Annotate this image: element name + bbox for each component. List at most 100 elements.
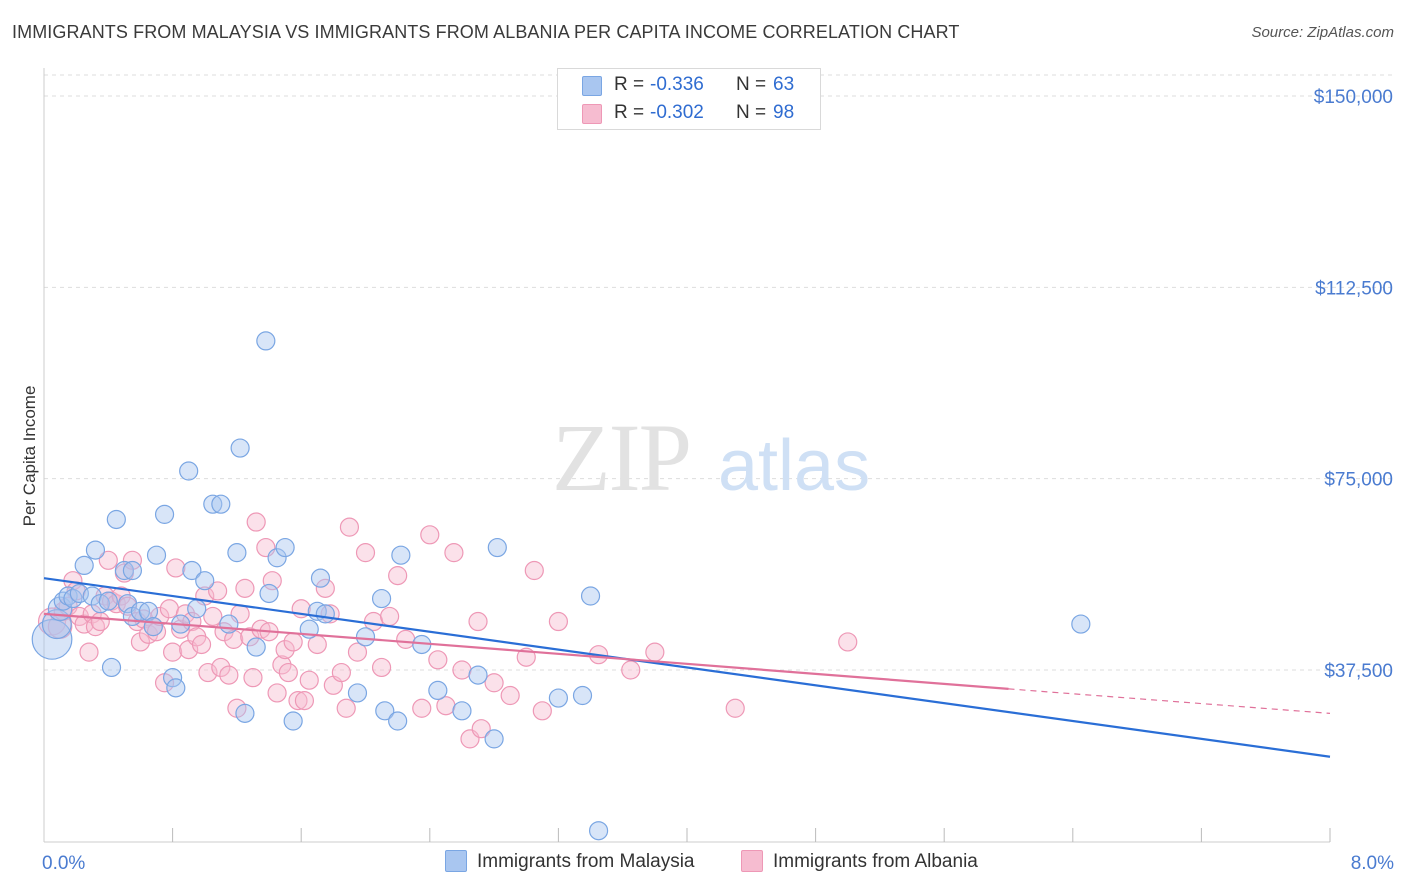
malaysia-point-27 [182,560,202,581]
albania-point-78 [412,698,432,718]
y-tick-label-2: $112,500 [1315,278,1393,299]
albania-r-label: R = [614,102,645,123]
albania-point-95 [645,642,665,662]
malaysia-n-value: 63 [773,74,795,95]
malaysia-point-34 [230,438,250,458]
y-tick-label-1: $75,000 [1324,470,1393,491]
albania-point-47 [235,578,255,598]
legend-albania-swatch [741,850,763,872]
chart-title: IMMIGRANTS FROM MALAYSIA VS IMMIGRANTS F… [12,22,960,42]
albania-point-16 [111,586,131,606]
albania-point-39 [203,606,223,627]
malaysia-point-62 [1071,614,1091,634]
albania-point-30 [166,558,186,578]
watermark-atlas: atlas [718,426,870,506]
malaysia-point-32 [219,614,239,634]
albania-point-65 [315,578,335,598]
malaysia-point-0 [31,618,73,660]
malaysia-point-51 [391,545,411,565]
albania-point-87 [484,673,504,693]
albania-n-value: 98 [773,102,795,123]
malaysia-r-label: R = [614,74,645,95]
malaysia-point-16 [122,560,143,581]
malaysia-point-9 [85,540,106,560]
malaysia-point-28 [187,599,207,619]
albania-point-21 [130,632,151,652]
malaysia-r-value: -0.336 [650,74,704,95]
albania-point-68 [331,662,351,683]
malaysia-point-29 [195,571,215,591]
albania-point-32 [175,604,196,624]
albania-point-83 [452,660,472,680]
albania-n-label: N = [736,102,767,123]
albania-point-60 [288,691,308,711]
malaysia-point-40 [275,537,295,558]
y-tick-label-3: $150,000 [1314,87,1393,108]
legend-albania-label: Immigrants from Albania [773,851,978,872]
albania-point-41 [211,657,231,678]
malaysia-point-41 [283,711,303,731]
albania-point-96 [725,698,745,718]
malaysia-point-53 [428,680,448,701]
malaysia-point-61 [588,821,609,841]
legend-malaysia-label: Immigrants from Malaysia [477,851,695,872]
albania-point-11 [90,611,110,632]
albania-point-54 [262,571,282,591]
albania-point-19 [122,550,143,570]
albania-point-28 [159,599,179,619]
malaysia-point-44 [310,568,331,588]
trend-lines [43,577,1331,758]
trend-line-albania-extension [1008,688,1331,714]
x-tick-label-min: 0.0% [42,853,85,874]
albania-point-90 [524,560,544,581]
albania-r-value: -0.302 [650,102,704,123]
albania-point-88 [500,685,520,706]
malaysia-point-1 [41,609,72,640]
albania-point-80 [428,650,448,670]
malaysia-n-label: N = [736,74,767,95]
malaysia-point-35 [235,703,255,723]
malaysia-point-20 [143,617,163,637]
malaysia-point-50 [388,711,408,731]
malaysia-point-60 [580,586,601,606]
albania-point-50 [246,512,266,532]
malaysia-point-58 [548,688,569,708]
malaysia-point-36 [246,637,266,657]
albania-point-13 [98,550,118,570]
albania-point-72 [355,543,376,563]
trend-line-malaysia [43,577,1331,758]
stats-legend-albania: R = -0.302 N = 98 [558,100,820,128]
albania-point-74 [371,657,392,678]
albania-point-69 [336,698,356,718]
albania-point-49 [243,668,263,688]
albania-point-59 [283,632,303,652]
malaysia-point-46 [347,683,368,703]
malaysia-point-33 [227,543,247,563]
malaysia-point-54 [452,701,472,721]
albania-point-62 [294,691,315,711]
albania-point-26 [150,606,170,627]
malaysia-point-11 [98,591,118,611]
watermark-zip: ZIP [552,404,690,511]
legend-albania: Immigrants from Albania [741,850,978,873]
malaysia-point-37 [256,331,276,351]
albania-point-56 [272,655,292,675]
albania-point-76 [388,566,408,586]
malaysia-point-57 [487,537,507,558]
albania-point-63 [299,670,319,690]
malaysia-point-39 [267,548,287,568]
albania-point-91 [532,701,552,721]
albania-point-92 [548,611,569,632]
malaysia-point-13 [106,509,126,530]
malaysia-point-14 [114,560,134,581]
albania-point-79 [420,525,440,545]
malaysia-point-22 [154,504,175,524]
albania-point-58 [278,662,298,683]
albania-point-86 [471,719,491,739]
malaysia-point-55 [468,665,488,685]
malaysia-point-45 [315,604,335,624]
albania-point-71 [347,642,368,662]
albania-point-40 [208,581,228,601]
legend-malaysia: Immigrants from Malaysia [445,850,695,873]
